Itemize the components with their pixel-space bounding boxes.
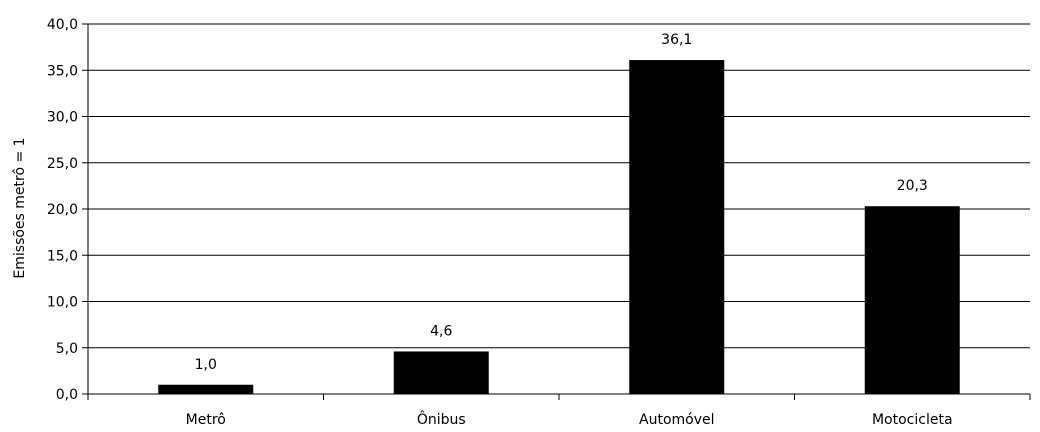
y-axis-title: Emissões metrô = 1 bbox=[12, 137, 28, 278]
bars bbox=[158, 60, 960, 394]
bar bbox=[629, 60, 725, 394]
bar bbox=[158, 384, 254, 394]
data-label: 20,3 bbox=[897, 178, 928, 194]
y-tick-label: 5,0 bbox=[56, 341, 78, 357]
y-tick-label: 10,0 bbox=[47, 295, 78, 311]
category-label: Metrô bbox=[186, 412, 226, 428]
y-tick-label: 30,0 bbox=[47, 110, 78, 126]
category-label: Motocicleta bbox=[872, 412, 953, 428]
data-label: 36,1 bbox=[661, 32, 692, 48]
y-tick-labels: 0,0 5,0 10,0 15,0 20,0 25,0 30,0 35,0 40,0 bbox=[47, 17, 78, 403]
gridlines bbox=[88, 23, 1030, 349]
data-label: 4,6 bbox=[430, 323, 452, 339]
category-label: Ônibus bbox=[417, 410, 466, 428]
x-tick-marks bbox=[87, 394, 1031, 400]
bar bbox=[864, 206, 960, 394]
y-tick-label: 35,0 bbox=[47, 63, 78, 79]
category-label: Automóvel bbox=[639, 412, 715, 428]
y-tick-label: 20,0 bbox=[47, 202, 78, 218]
y-tick-label: 15,0 bbox=[47, 248, 78, 264]
data-labels: 1,0 4,6 36,1 20,3 bbox=[195, 32, 928, 373]
y-tick-label: 0,0 bbox=[56, 387, 78, 403]
y-tick-label: 40,0 bbox=[47, 17, 78, 33]
y-tick-label: 25,0 bbox=[47, 156, 78, 172]
data-label: 1,0 bbox=[195, 357, 217, 373]
category-labels: Metrô Ônibus Automóvel Motocicleta bbox=[186, 410, 953, 428]
bar bbox=[393, 351, 489, 394]
